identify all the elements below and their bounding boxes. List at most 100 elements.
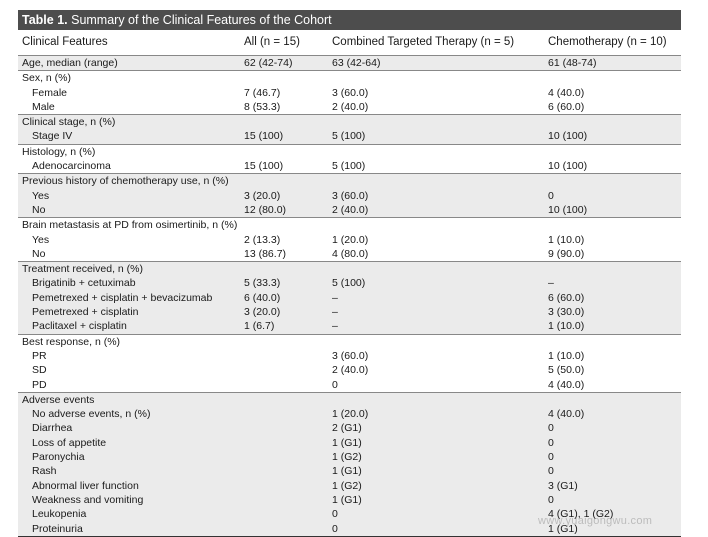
cell-combined-targeted-therapy: 3 (60.0) (328, 188, 544, 203)
cell-chemotherapy: 1 (10.0) (544, 319, 681, 335)
table-row: Brigatinib + cetuximab 5 (33.3) 5 (100) – (18, 276, 681, 291)
cell-chemotherapy: 10 (100) (544, 202, 681, 218)
cell-all (240, 391, 328, 408)
row-label: Pemetrexed + cisplatin (18, 305, 240, 320)
table-row: Yes 2 (13.3) 1 (20.0) 1 (10.0) (18, 233, 681, 247)
cell-combined-targeted-therapy: 63 (42-64) (328, 54, 544, 71)
table-body: Age, median (range) 62 (42-74) 63 (42-64) 6… (18, 54, 681, 536)
cell-all (240, 464, 328, 479)
cell-all: 12 (80.0) (240, 202, 328, 218)
table-row: No adverse events, n (%) 1 (20.0) 4 (40.0) (18, 407, 681, 422)
row-label: Age, median (range) (18, 54, 240, 71)
cell-combined-targeted-therapy: 1 (G1) (328, 492, 544, 508)
cell-chemotherapy (544, 261, 681, 277)
row-label: Adverse events (18, 391, 240, 408)
cell-all (240, 143, 328, 160)
cell-all (240, 349, 328, 363)
cell-combined-targeted-therapy: 5 (100) (328, 276, 544, 291)
cell-all: 13 (86.7) (244, 247, 287, 260)
row-label: Brigatinib + cetuximab (18, 276, 240, 291)
cell-all (240, 421, 328, 436)
cell-combined-targeted-therapy: 5 (100) (328, 129, 544, 145)
row-label: Male (32, 100, 55, 113)
cell-chemotherapy: 4 (40.0) (548, 86, 585, 99)
cell-chemotherapy: 0 (544, 492, 681, 508)
table-row: Stage IV 15 (100) 5 (100) 10 (100) (18, 129, 681, 145)
row-label: Paclitaxel + cisplatin (18, 319, 240, 335)
row-label: No (32, 247, 46, 260)
cell-combined-targeted-therapy: 2 (G1) (328, 421, 544, 436)
table-row: Female 7 (46.7) 3 (60.0) 4 (40.0) (18, 86, 681, 100)
table-row: Yes 3 (20.0) 3 (60.0) 0 (18, 188, 681, 203)
cell-combined-targeted-therapy: 1 (G2) (328, 450, 544, 465)
table-row: Brain metastasis at PD from osimertinib,… (18, 217, 681, 233)
cell-combined-targeted-therapy: 1 (G1) (328, 435, 544, 451)
cell-all (240, 507, 328, 522)
cell-all (240, 333, 328, 349)
cell-combined-targeted-therapy: 3 (60.0) (332, 349, 369, 362)
row-label: Proteinuria (18, 521, 240, 536)
table-title-number: Table 1. (22, 13, 68, 27)
cell-all (240, 450, 328, 465)
table-row: Abnormal liver function 1 (G2) 3 (G1) (18, 478, 681, 493)
cell-chemotherapy: 1 (10.0) (548, 349, 585, 362)
cell-all (240, 435, 328, 451)
table-row: Leukopenia 0 4 (G1), 1 (G2) (18, 507, 681, 522)
cell-chemotherapy: 3 (G1) (544, 478, 681, 493)
cell-chemotherapy: 0 (544, 435, 681, 451)
cell-combined-targeted-therapy: 1 (G1) (328, 464, 544, 479)
cell-combined-targeted-therapy (328, 391, 544, 408)
cell-all: 15 (100) (244, 160, 284, 173)
cell-combined-targeted-therapy: 1 (20.0) (332, 233, 369, 246)
cell-all (240, 261, 328, 277)
cell-chemotherapy: 61 (48-74) (544, 54, 681, 71)
row-label: Previous history of chemotherapy use, n … (18, 173, 240, 189)
row-label: Clinical stage, n (%) (18, 114, 240, 130)
header-all: All (n = 15) (244, 36, 300, 48)
cell-combined-targeted-therapy: 0 (332, 378, 338, 391)
cell-all (240, 70, 328, 86)
cell-chemotherapy: 10 (100) (548, 160, 588, 173)
cell-chemotherapy (544, 70, 681, 86)
row-label: PD (32, 378, 47, 391)
row-label: Abnormal liver function (18, 478, 240, 493)
table-row: PD 0 4 (40.0) (18, 378, 681, 393)
table-row: Proteinuria 0 1 (G1) (18, 521, 681, 536)
table-row: Rash 1 (G1) 0 (18, 464, 681, 479)
header-combined-targeted-therapy: Combined Targeted Therapy (n = 5) (332, 36, 515, 48)
cell-combined-targeted-therapy: 1 (20.0) (328, 407, 544, 422)
row-label: Best response, n (%) (18, 333, 240, 349)
cell-all: 7 (46.7) (244, 86, 281, 99)
cell-all (240, 173, 328, 189)
cell-chemotherapy: 6 (60.0) (548, 100, 585, 113)
row-label: PR (32, 349, 47, 362)
cell-chemotherapy: 0 (544, 464, 681, 479)
row-label: Paronychia (18, 450, 240, 465)
row-label: Rash (18, 464, 240, 479)
row-label: No (18, 202, 240, 218)
cell-combined-targeted-therapy (328, 70, 544, 86)
cell-chemotherapy: 5 (50.0) (548, 364, 585, 377)
cell-chemotherapy (544, 114, 681, 130)
table-row: Loss of appetite 1 (G1) 0 (18, 435, 681, 451)
cell-combined-targeted-therapy (328, 173, 544, 189)
table-row: Best response, n (%) (18, 333, 681, 349)
table-row: Adenocarcinoma 15 (100) 5 (100) 10 (100) (18, 159, 681, 174)
cell-chemotherapy (544, 391, 681, 408)
cell-all (240, 378, 328, 393)
cell-combined-targeted-therapy: 0 (328, 521, 544, 536)
table-row: Male 8 (53.3) 2 (40.0) 6 (60.0) (18, 100, 681, 115)
table-row: Previous history of chemotherapy use, n … (18, 173, 681, 189)
cell-combined-targeted-therapy: 5 (100) (332, 160, 366, 173)
table-title-text: Summary of the Clinical Features of the … (71, 13, 332, 27)
cell-combined-targeted-therapy: 1 (G2) (328, 478, 544, 493)
cell-chemotherapy: 0 (544, 421, 681, 436)
cell-chemotherapy: 0 (544, 188, 681, 203)
cell-all: 6 (40.0) (240, 290, 328, 306)
cell-combined-targeted-therapy (328, 261, 544, 277)
cell-combined-targeted-therapy: 3 (60.0) (332, 86, 369, 99)
row-label: SD (32, 364, 47, 377)
row-label: Sex, n (%) (18, 70, 240, 86)
cell-combined-targeted-therapy (328, 143, 544, 160)
row-label: No adverse events, n (%) (18, 407, 240, 422)
